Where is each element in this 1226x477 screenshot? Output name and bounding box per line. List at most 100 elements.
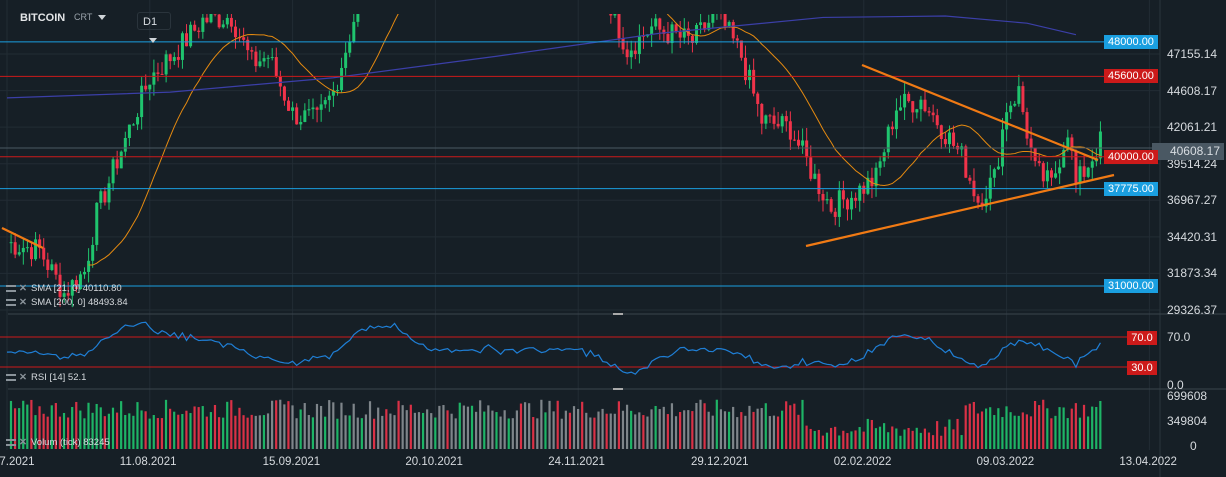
volume-bar <box>401 405 404 449</box>
volume-bar <box>234 415 237 449</box>
candle-body <box>760 103 764 124</box>
price-level-tag[interactable]: 45600.00 <box>1104 69 1158 84</box>
volume-bar <box>438 405 441 449</box>
volume-bar <box>650 409 653 449</box>
candle-body <box>658 18 662 30</box>
volume-bar <box>381 415 384 449</box>
candle-body <box>164 54 168 75</box>
volume-bar <box>254 415 257 449</box>
legend-volume[interactable]: ✕ Volum (tick) 83245 <box>6 437 110 448</box>
legend-rsi[interactable]: ✕ RSI [14] 52.1 <box>6 372 86 383</box>
settings-icon[interactable] <box>6 438 16 446</box>
volume-bar <box>813 430 816 449</box>
volume-bar <box>364 414 368 449</box>
legend-sma21[interactable]: ✕ SMA [21, 0] 40110.80 <box>6 283 122 294</box>
candle-body <box>193 24 197 31</box>
volume-bar <box>936 421 939 449</box>
volume-bar <box>91 412 94 449</box>
candle-body <box>621 38 625 50</box>
candle-body <box>841 190 845 200</box>
close-icon[interactable]: ✕ <box>19 437 27 448</box>
price-level-tag[interactable]: 37775.00 <box>1104 181 1158 196</box>
volume-bar <box>107 413 110 449</box>
candle-body <box>242 37 246 40</box>
volume-bar <box>377 407 380 449</box>
volume-bar <box>291 405 294 449</box>
timeframe-dropdown[interactable]: D1 <box>137 12 171 43</box>
volume-bar <box>458 402 461 449</box>
candle-body <box>148 84 152 90</box>
legend-sma200[interactable]: ✕ SMA [200, 0] 48493.84 <box>6 297 128 308</box>
volume-bar <box>511 418 514 449</box>
pane-resize-handle <box>613 313 623 315</box>
price-level-tag[interactable]: 31000.00 <box>1104 278 1158 293</box>
volume-bar <box>205 416 208 449</box>
candle-body <box>1021 86 1025 113</box>
candle-body <box>340 67 344 91</box>
volume-bar <box>152 415 155 449</box>
price-level-tag[interactable]: 48000.00 <box>1104 34 1158 49</box>
volume-bar <box>1054 415 1057 449</box>
candle-body <box>42 247 46 260</box>
volume-bar <box>940 435 943 449</box>
candle-body <box>629 50 633 58</box>
volume-bar <box>560 418 563 449</box>
candle-body <box>947 132 951 145</box>
volume-bar <box>332 402 335 449</box>
volume-bar <box>870 419 873 449</box>
volume-bar <box>189 413 192 449</box>
volume-bar <box>536 418 539 449</box>
candle-body <box>344 52 348 68</box>
rsi-70-tag: 70.0 <box>1127 331 1157 345</box>
candle-body <box>1070 137 1074 151</box>
candle-body <box>103 191 107 203</box>
close-icon[interactable]: ✕ <box>19 297 27 308</box>
volume-bar <box>1078 417 1082 449</box>
volume-bar <box>532 417 535 449</box>
candle-body <box>1098 131 1102 159</box>
candle-body <box>907 93 911 102</box>
volume-bar <box>662 406 665 449</box>
close-icon[interactable]: ✕ <box>19 372 27 383</box>
candle-body <box>189 24 193 47</box>
settings-icon[interactable] <box>6 284 16 292</box>
volume-bar <box>507 418 510 449</box>
candle-body <box>123 137 127 152</box>
sma200-label: SMA [200, 0] 48493.84 <box>30 297 128 308</box>
candle-body <box>66 293 70 296</box>
trend-line <box>1 227 44 249</box>
volume-bar <box>564 410 567 449</box>
volume-bar <box>160 418 164 449</box>
rsi-axis-0: 0.0 <box>1167 378 1184 392</box>
volume-bar <box>980 411 984 449</box>
close-icon[interactable]: ✕ <box>19 283 27 294</box>
volume-bar <box>242 415 245 449</box>
settings-icon[interactable] <box>6 373 16 381</box>
candle-body <box>801 140 805 146</box>
volume-bar <box>1005 406 1008 449</box>
volume-bar <box>952 429 955 449</box>
candle-body <box>813 173 817 179</box>
candle-body <box>939 125 943 140</box>
candle-body <box>229 17 233 27</box>
candle-body <box>1066 137 1070 150</box>
volume-bar <box>111 407 115 449</box>
symbol-label: BITCOIN <box>20 12 66 24</box>
volume-bar <box>903 429 906 449</box>
candle-body <box>1033 148 1037 162</box>
candle-body <box>262 58 266 62</box>
candle-body <box>727 22 731 27</box>
volume-bar <box>646 416 649 449</box>
price-axis-label: 34420.31 <box>1167 229 1218 244</box>
chevron-down-icon <box>149 37 157 43</box>
price-level-tag[interactable]: 40000.00 <box>1104 149 1158 164</box>
candle-body <box>609 14 613 16</box>
volume-bar <box>136 402 139 449</box>
candle-body <box>674 24 678 32</box>
settings-icon[interactable] <box>6 298 16 306</box>
volume-bar <box>238 407 241 449</box>
candle-body <box>821 194 825 201</box>
instrument-type-dropdown[interactable]: CRT <box>74 12 107 22</box>
volume-bar <box>1070 408 1073 449</box>
